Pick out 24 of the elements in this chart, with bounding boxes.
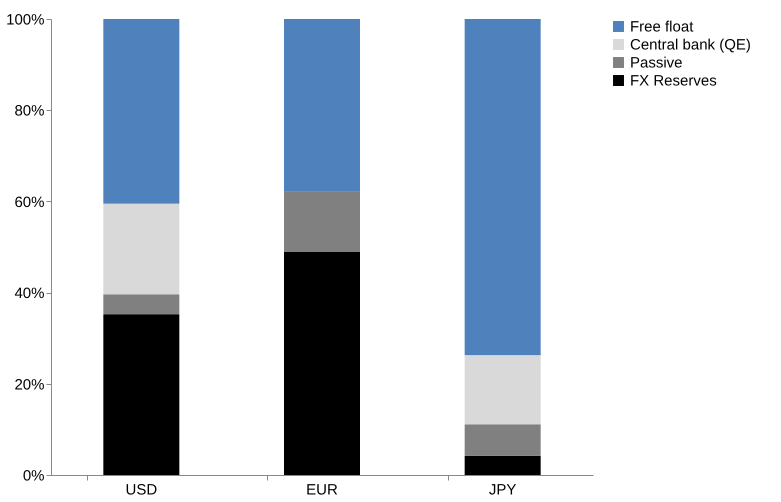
y-tick-label: 80% bbox=[14, 102, 44, 120]
bar bbox=[464, 19, 541, 356]
x-tick-label: EUR bbox=[306, 482, 338, 498]
bar bbox=[103, 294, 180, 314]
bar bbox=[464, 424, 541, 456]
legend-label: Free float bbox=[630, 18, 694, 36]
legend-label: Central bank (QE) bbox=[630, 36, 751, 54]
legend-label: Passive bbox=[630, 54, 683, 72]
bar bbox=[284, 19, 360, 192]
legend-label: FX Reserves bbox=[630, 72, 717, 90]
bar bbox=[103, 314, 180, 475]
y-tick-label: 60% bbox=[14, 194, 44, 211]
y-tick-label: 20% bbox=[14, 376, 44, 394]
bar bbox=[103, 19, 180, 204]
bar bbox=[103, 204, 180, 294]
bar bbox=[464, 355, 541, 424]
bar bbox=[284, 191, 360, 252]
bar bbox=[284, 252, 360, 475]
bar bbox=[464, 456, 541, 475]
x-tick-label: JPY bbox=[488, 482, 516, 498]
y-tick-label: 100% bbox=[6, 12, 44, 28]
y-tick-label: 0% bbox=[22, 468, 44, 484]
x-tick-label: USD bbox=[125, 482, 158, 498]
y-tick-label: 40% bbox=[14, 285, 44, 302]
